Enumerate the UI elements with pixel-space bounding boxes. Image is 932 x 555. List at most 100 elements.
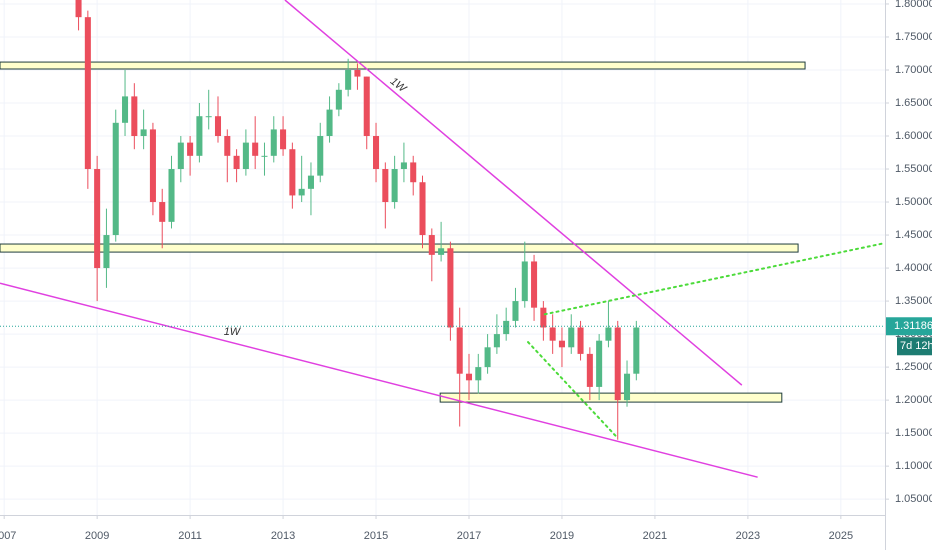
candle-body [122,96,129,123]
y-tick-label: 1.15000 [895,427,932,439]
x-tick-label: 2007 [0,530,16,542]
y-tick-label: 1.70000 [895,64,932,76]
x-tick-label: 2019 [550,530,574,542]
y-tick-label: 1.65000 [895,97,932,109]
candle-body [187,142,194,156]
zone [0,243,799,253]
candle-body [196,116,203,156]
candle-body [270,129,277,156]
y-tick-label: 1.60000 [895,130,932,142]
candle-body [317,136,324,176]
candle-body [596,340,603,387]
candle-body [112,122,119,236]
annotation: 1W [224,326,242,338]
trendline [0,282,758,478]
y-tick-label: 1.10000 [895,460,932,472]
candle-body [568,327,575,348]
trendline [527,341,618,439]
y-tick-label: 1.75000 [895,31,932,43]
candle-body [103,235,110,269]
candle-body [373,136,380,170]
candle-body [447,248,454,328]
candle-body [177,142,184,170]
candle-body [428,235,435,255]
candle-body [410,162,417,183]
candle-body [400,162,407,170]
candle-body [205,116,212,118]
y-tick-label: 1.55000 [895,163,932,175]
y-tick-label: 1.35000 [895,295,932,307]
candle-body [261,155,268,157]
candle-body [354,69,361,77]
candle-body [149,129,156,203]
candle-body [382,169,389,203]
x-tick-label: 2013 [271,530,295,542]
countdown-box [897,337,932,356]
candle-body [289,149,296,196]
candle-body [558,340,565,348]
candle-body [307,175,314,189]
candle-body [159,202,166,222]
candle-body [419,182,426,236]
candle-body [605,327,612,341]
x-tick-label: 2011 [178,530,202,542]
candle-body [512,301,519,321]
trendline [543,242,885,316]
candle-body [335,89,342,110]
candle-body [438,248,445,255]
candle-body [633,327,640,374]
countdown-label: 7d 12h [900,340,932,352]
candle-body [624,373,631,401]
candle-body [614,327,621,401]
zone [0,61,806,70]
candle-body [503,320,510,335]
candle-body [493,334,500,348]
candle-body [168,169,175,222]
candle-body [94,169,101,269]
x-tick-label: 2025 [829,530,853,542]
y-tick-label: 1.40000 [895,262,932,274]
candle-body [531,261,538,308]
candle-body [233,155,240,170]
candle-body [242,142,249,170]
candle-body [298,188,305,196]
candle-body [326,109,333,137]
x-tick-label: 2023 [736,530,760,542]
annotation: 1W [388,75,410,96]
candle-body [391,169,398,203]
last-price-label: 1.31186 [894,320,932,332]
candle-body [465,373,473,381]
last-price-box [886,317,932,336]
candle-body [84,17,91,170]
candle-body [586,353,593,387]
x-tick-label: 2015 [364,530,388,542]
candle-body [456,327,463,374]
y-tick-label: 1.20000 [895,394,932,406]
candle-body [280,129,287,150]
candle-body [345,69,352,90]
y-tick-label: 1.80000 [895,0,932,10]
candle-body [363,76,370,137]
candle-body [75,0,82,18]
x-tick-label: 2017 [457,530,481,542]
y-tick-label: 1.50000 [895,196,932,208]
candle-body [549,327,556,341]
candle-body [577,327,584,354]
y-tick-label: 1.25000 [895,361,932,373]
candle-body [484,347,491,368]
candle-body [140,129,147,137]
candle-body [475,367,482,381]
zone [439,392,783,403]
candle-body [214,116,222,137]
candle-body [224,136,231,156]
x-tick-label: 2021 [643,530,667,542]
candle-body [131,96,138,137]
y-tick-label: 1.45000 [895,229,932,241]
trendline [284,0,743,386]
y-tick-label: 1.05000 [895,493,932,505]
x-tick-label: 2009 [85,530,109,542]
candle-body [540,307,547,328]
candle-body [521,261,528,302]
candle-body [252,142,259,156]
